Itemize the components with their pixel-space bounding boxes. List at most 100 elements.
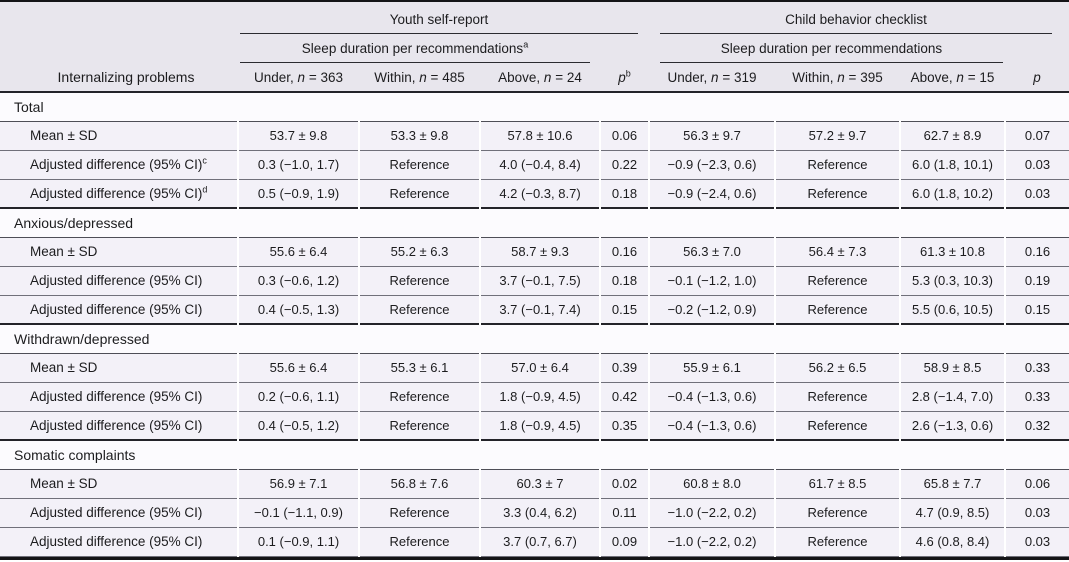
table-row: Adjusted difference (95% CI)d 0.5 (−0.9, … xyxy=(0,179,1069,208)
cell: −1.0 (−2.2, 0.2) xyxy=(648,498,775,527)
cell: 0.03 xyxy=(1003,527,1069,556)
cell: 61.7 ± 8.5 xyxy=(774,469,900,498)
cell: Reference xyxy=(358,179,480,208)
col-header-above-cbcl: Above, n = 15 xyxy=(900,63,1005,92)
p-symbol: p xyxy=(618,69,626,85)
cell: Reference xyxy=(774,382,900,411)
row-label: Adjusted difference (95% CI) xyxy=(30,505,203,520)
cell: 53.7 ± 9.8 xyxy=(237,121,359,150)
cell: −0.1 (−1.1, 0.9) xyxy=(237,498,359,527)
cell: 61.3 ± 10.8 xyxy=(899,237,1005,266)
col-header-within-ysr: Within, n = 485 xyxy=(359,63,480,92)
cell: 0.32 xyxy=(1003,411,1069,440)
row-label: Mean ± SD xyxy=(30,476,98,491)
row-label: Adjusted difference (95% CI)c xyxy=(30,155,207,172)
cell: 4.6 (0.8, 8.4) xyxy=(899,527,1005,556)
cell: Reference xyxy=(774,295,900,324)
cell: 55.2 ± 6.3 xyxy=(358,237,480,266)
cell: 0.16 xyxy=(1003,237,1069,266)
n-symbol: n xyxy=(711,69,719,85)
cell: Reference xyxy=(774,179,900,208)
cell: 4.2 (−0.3, 8.7) xyxy=(479,179,600,208)
cell: 0.4 (−0.5, 1.2) xyxy=(237,411,359,440)
col-header-within-cbcl: Within, n = 395 xyxy=(775,63,900,92)
cell: 0.03 xyxy=(1003,150,1069,179)
cell: 3.7 (−0.1, 7.4) xyxy=(479,295,600,324)
section-label: Withdrawn/depressed xyxy=(14,330,150,347)
cell: 56.4 ± 7.3 xyxy=(774,237,900,266)
cell: 0.07 xyxy=(1003,121,1069,150)
cell: 0.18 xyxy=(599,266,649,295)
subheader-sleep-duration-cbcl: Sleep duration per recommendations xyxy=(660,41,1003,63)
cell: Reference xyxy=(358,411,480,440)
cell: 0.15 xyxy=(599,295,649,324)
cell: 55.6 ± 6.4 xyxy=(237,237,359,266)
cell: 55.9 ± 6.1 xyxy=(648,353,775,382)
cell: 55.3 ± 6.1 xyxy=(358,353,480,382)
cell: 0.1 (−0.9, 1.1) xyxy=(237,527,359,556)
table-header: Youth self-report Child behavior checkli… xyxy=(0,2,1069,92)
table-row: Mean ± SD 56.9 ± 7.1 56.8 ± 7.6 60.3 ± 7 0.0… xyxy=(0,469,1069,498)
subheader-sleep-duration-ysr: Sleep duration per recommendationsa xyxy=(240,39,590,63)
cell: 3.7 (−0.1, 7.5) xyxy=(479,266,600,295)
cell: 57.8 ± 10.6 xyxy=(479,121,600,150)
cell: 1.8 (−0.9, 4.5) xyxy=(479,411,600,440)
cell: 3.7 (0.7, 6.7) xyxy=(479,527,600,556)
cell: Reference xyxy=(358,266,480,295)
row-label: Adjusted difference (95% CI) xyxy=(30,301,203,317)
section-row: Somatic complaints xyxy=(0,440,1069,469)
footnote-marker-c: c xyxy=(202,155,207,166)
cell: 0.39 xyxy=(599,353,649,382)
cell: 3.3 (0.4, 6.2) xyxy=(479,498,600,527)
cell: Reference xyxy=(358,295,480,324)
cell: 0.03 xyxy=(1003,498,1069,527)
table-row: Adjusted difference (95% CI) 0.4 (−0.5, 1… xyxy=(0,411,1069,440)
table-row: Mean ± SD 55.6 ± 6.4 55.2 ± 6.3 58.7 ± 9.3 0… xyxy=(0,237,1069,266)
cell: 56.3 ± 9.7 xyxy=(648,121,775,150)
group-header-child-behavior-checklist: Child behavior checklist xyxy=(660,12,1053,34)
cell: 0.02 xyxy=(599,469,649,498)
p-symbol: p xyxy=(1033,69,1041,85)
col-header-p-ysr: pb xyxy=(600,63,649,92)
header-spacer xyxy=(0,34,238,63)
table-row: Adjusted difference (95% CI) 0.3 (−0.6, 1… xyxy=(0,266,1069,295)
cell: 60.8 ± 8.0 xyxy=(648,469,775,498)
cell: Reference xyxy=(774,150,900,179)
cell: −1.0 (−2.2, 0.2) xyxy=(648,527,775,556)
subgroup-header-row: Sleep duration per recommendationsa Slee… xyxy=(0,34,1069,63)
section-row: Anxious/depressed xyxy=(0,208,1069,237)
row-label: Adjusted difference (95% CI)d xyxy=(30,184,208,201)
cell: −0.2 (−1.2, 0.9) xyxy=(648,295,775,324)
cell: 58.7 ± 9.3 xyxy=(479,237,600,266)
cell: 2.6 (−1.3, 0.6) xyxy=(899,411,1005,440)
cell: Reference xyxy=(774,498,900,527)
header-spacer xyxy=(600,34,649,63)
cell: 0.3 (−1.0, 1.7) xyxy=(237,150,359,179)
column-header-row: Internalizing problems Under, n = 363 Wi… xyxy=(0,63,1069,92)
col-header-under-ysr: Under, n = 363 xyxy=(238,63,359,92)
cell: 57.2 ± 9.7 xyxy=(774,121,900,150)
cell: 0.2 (−0.6, 1.1) xyxy=(237,382,359,411)
cell: 56.8 ± 7.6 xyxy=(358,469,480,498)
row-label: Adjusted difference (95% CI) xyxy=(30,417,203,433)
cell: 0.42 xyxy=(599,382,649,411)
table-row: Adjusted difference (95% CI)c 0.3 (−1.0, … xyxy=(0,150,1069,179)
col-header-above-ysr: Above, n = 24 xyxy=(480,63,600,92)
row-label: Adjusted difference (95% CI) xyxy=(30,389,203,404)
footnote-marker-a: a xyxy=(523,39,529,50)
cell: 65.8 ± 7.7 xyxy=(899,469,1005,498)
table-row: Adjusted difference (95% CI) 0.2 (−0.6, 1… xyxy=(0,382,1069,411)
section-row: Total xyxy=(0,92,1069,121)
n-symbol: n xyxy=(297,69,306,85)
cell: Reference xyxy=(358,382,480,411)
cell: 0.15 xyxy=(1003,295,1069,324)
cell: 56.3 ± 7.0 xyxy=(648,237,775,266)
n-symbol: n xyxy=(419,69,427,85)
cell: Reference xyxy=(774,266,900,295)
n-symbol: n xyxy=(837,69,845,85)
section-label: Somatic complaints xyxy=(14,446,136,463)
cell: 0.06 xyxy=(599,121,649,150)
table-body: Total Mean ± SD 53.7 ± 9.8 53.3 ± 9.8 57.8 ±… xyxy=(0,92,1069,556)
